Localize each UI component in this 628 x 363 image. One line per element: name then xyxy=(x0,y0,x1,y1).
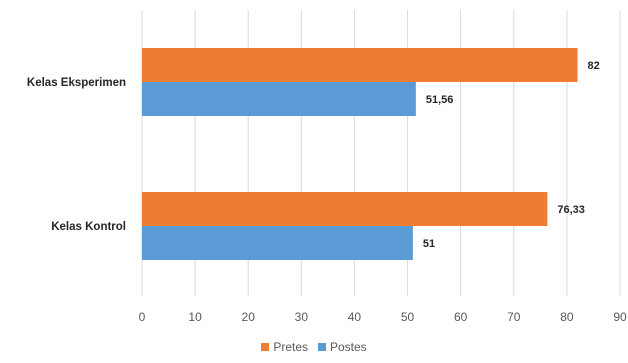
bar-chart: 0 10 20 30 40 50 60 70 80 90 Kelas Eksperimen 82 51,… xyxy=(27,10,627,324)
x-tick-label-0: 0 xyxy=(139,310,146,324)
x-tick-label-70: 70 xyxy=(507,310,521,324)
category-label-kelas-kontrol: Kelas Kontrol xyxy=(51,221,126,233)
bar-pretes-kelas-kontrol xyxy=(142,192,548,226)
legend-swatch-pretes xyxy=(261,343,270,351)
legend-label-postes: Postes xyxy=(330,340,367,354)
bar-postes-kelas-eksperimen xyxy=(142,82,416,116)
legend-item-postes: Postes xyxy=(318,340,367,354)
legend-item-pretes: Pretes xyxy=(261,340,308,354)
bar-postes-kelas-kontrol xyxy=(142,226,413,260)
category-label-kelas-eksperimen: Kelas Eksperimen xyxy=(27,77,126,89)
x-tick-label-30: 30 xyxy=(295,310,309,324)
x-tick-label-60: 60 xyxy=(454,310,468,324)
x-tick-label-90: 90 xyxy=(613,310,627,324)
legend-label-pretes: Pretes xyxy=(273,340,308,354)
legend-swatch-postes xyxy=(318,343,326,351)
bars xyxy=(142,48,578,260)
data-label-postes-kelas-eksperimen: 51,56 xyxy=(426,94,454,106)
x-tick-label-20: 20 xyxy=(242,310,256,324)
data-label-pretes-kelas-kontrol: 76,33 xyxy=(557,204,585,216)
x-tick-label-40: 40 xyxy=(348,310,362,324)
x-tick-label-80: 80 xyxy=(560,310,574,324)
bar-pretes-kelas-eksperimen xyxy=(142,48,578,82)
x-tick-label-50: 50 xyxy=(401,310,415,324)
data-label-pretes-kelas-eksperimen: 82 xyxy=(588,60,600,72)
x-tick-label-10: 10 xyxy=(188,310,202,324)
legend: Pretes Postes xyxy=(0,340,628,354)
data-label-postes-kelas-kontrol: 51 xyxy=(423,238,435,250)
labels: 0 10 20 30 40 50 60 70 80 90 Kelas Eksperimen 82 51,… xyxy=(27,60,627,324)
